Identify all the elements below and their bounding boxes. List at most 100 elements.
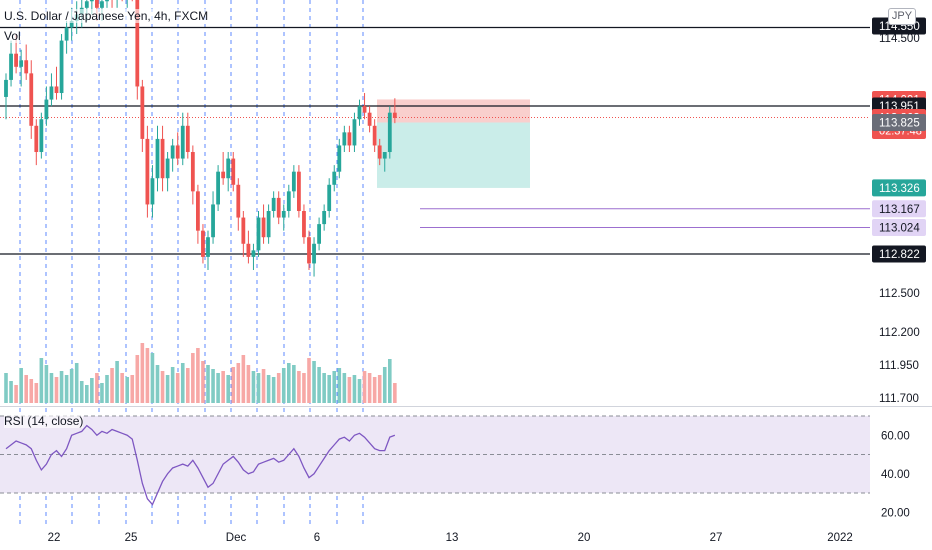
volume-bar xyxy=(322,373,326,403)
candle-body xyxy=(322,211,327,225)
candle-body xyxy=(64,27,69,41)
candle-body xyxy=(175,145,180,159)
volume-bar xyxy=(135,355,140,403)
candle-body xyxy=(372,125,377,146)
candle-body xyxy=(216,171,220,205)
candle-body xyxy=(69,20,74,28)
price-label-badge xyxy=(872,219,926,237)
time-axis[interactable]: 22 25 Dec 6 13 20 27 2022 xyxy=(48,532,853,544)
volume-bar xyxy=(357,379,362,403)
candle-body xyxy=(145,138,150,205)
candle-body xyxy=(105,0,109,2)
volume-bar xyxy=(246,365,251,403)
volume-bar xyxy=(19,368,23,403)
candle-body xyxy=(100,1,104,8)
volume-bar xyxy=(54,377,59,403)
volume-bar xyxy=(155,365,160,403)
candle-body xyxy=(170,145,175,159)
volume-bar xyxy=(221,371,225,403)
horizontal-levels[interactable] xyxy=(0,26,870,255)
volume-bar xyxy=(105,375,109,403)
volume-bar xyxy=(236,363,241,403)
rsi-line xyxy=(5,424,396,506)
candle-body xyxy=(357,106,362,120)
candle-body xyxy=(135,0,140,87)
time-axis-tick: 2022 xyxy=(827,532,853,544)
volume-bar xyxy=(216,373,220,403)
volume-bar xyxy=(14,385,18,403)
volume-bar xyxy=(29,379,34,403)
volume-bar xyxy=(170,367,175,403)
price-label-text: 112.822 xyxy=(879,249,920,261)
price-label-text: 113.024 xyxy=(879,223,920,235)
candle-body xyxy=(180,125,185,159)
candle-body xyxy=(312,243,316,264)
candle-body xyxy=(165,158,170,179)
volume-bar xyxy=(312,361,316,403)
volume-bar xyxy=(206,365,210,403)
rsi-indicator-label[interactable]: RSI (14, close) xyxy=(4,414,84,428)
candle-body xyxy=(251,250,256,257)
candle-body xyxy=(49,86,54,100)
volume-bar xyxy=(342,373,347,403)
price-label-text: 113.326 xyxy=(879,183,920,195)
volume-indicator-label[interactable]: Vol xyxy=(4,29,21,43)
chart-title: U.S. Dollar / Japanese Yen, 4h, FXCM xyxy=(4,9,209,23)
volume-bar xyxy=(287,363,291,403)
volume-bar xyxy=(110,368,114,403)
candle-body xyxy=(231,158,236,185)
volume-bar xyxy=(160,371,165,403)
volume-bar xyxy=(367,373,372,403)
price-axis-tick: 111.700 xyxy=(879,393,919,405)
volume-bar xyxy=(64,375,69,403)
volume-bar xyxy=(226,375,230,403)
volume-bar xyxy=(145,348,150,403)
candle-body xyxy=(297,171,301,212)
volume-bar xyxy=(186,368,190,403)
volume-bar xyxy=(231,367,236,403)
volume-bar xyxy=(59,371,64,403)
volume-bar xyxy=(165,375,170,403)
volume-bar xyxy=(352,375,357,403)
candle-body xyxy=(221,171,226,179)
volume-bar xyxy=(175,373,180,403)
candle-body xyxy=(246,243,251,257)
volume-bar xyxy=(347,377,352,403)
price-axis-tick: 111.950 xyxy=(879,360,919,372)
candle-body xyxy=(387,112,392,153)
candle-body xyxy=(29,73,34,126)
volume-bar xyxy=(39,358,44,403)
volume-bar xyxy=(261,369,266,403)
candle-body xyxy=(160,138,165,179)
volume-bar xyxy=(24,375,28,403)
currency-badge[interactable]: JPY xyxy=(888,8,916,25)
volume-bar xyxy=(297,371,301,403)
candle-body xyxy=(362,106,367,113)
candle-body xyxy=(236,184,241,218)
volume-bar xyxy=(307,358,311,403)
volume-bar xyxy=(266,375,271,403)
grid-layer xyxy=(0,0,932,525)
candle-body xyxy=(4,79,8,97)
candle-body xyxy=(327,184,332,212)
volume-bar xyxy=(34,383,39,403)
volume-bar xyxy=(79,381,84,403)
candle-body xyxy=(286,191,291,212)
candle-body xyxy=(89,0,94,2)
short-position-tool[interactable] xyxy=(377,99,530,188)
volume-bar xyxy=(130,375,135,403)
candle-body xyxy=(9,53,13,80)
volume-bar xyxy=(90,378,94,403)
candle-body xyxy=(201,230,205,257)
candle-body xyxy=(337,145,342,172)
candle-body xyxy=(206,237,210,257)
candle-body xyxy=(155,138,160,179)
candle-body xyxy=(190,152,195,192)
price-axis[interactable]: 114.500 112.500 112.200 111.950 111.700 60.00… xyxy=(872,17,926,520)
volume-bar xyxy=(69,369,74,403)
candle-body xyxy=(24,60,29,74)
volume-bar xyxy=(180,363,185,403)
volume-bar xyxy=(191,353,195,403)
candle-body xyxy=(261,217,266,238)
